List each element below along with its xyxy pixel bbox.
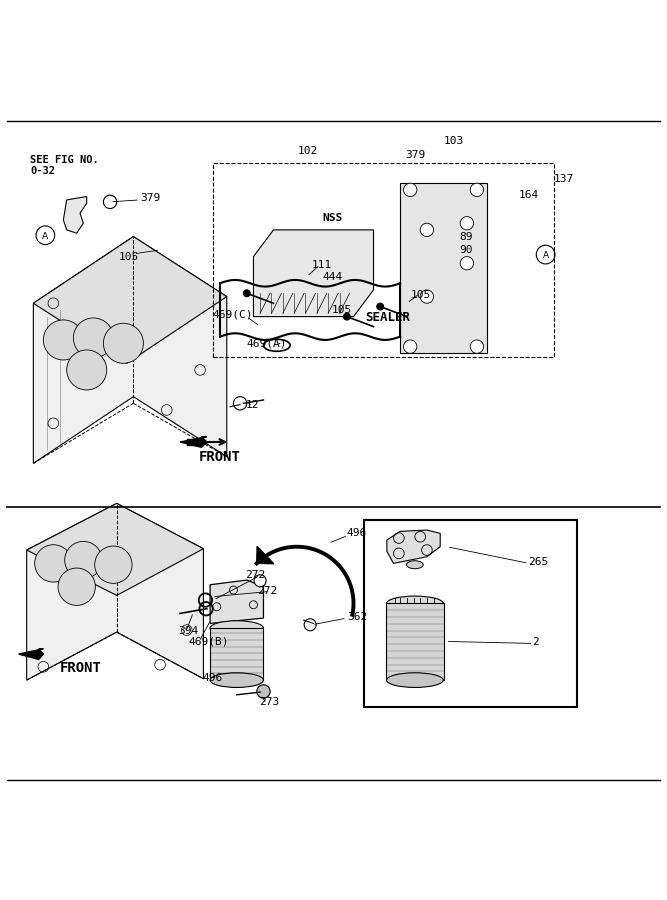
Text: 265: 265 xyxy=(528,557,548,567)
Circle shape xyxy=(304,619,316,631)
Polygon shape xyxy=(33,237,227,364)
Polygon shape xyxy=(210,580,263,624)
Text: 89: 89 xyxy=(459,231,472,241)
Text: SEALER: SEALER xyxy=(366,311,410,324)
Text: FRONT: FRONT xyxy=(199,450,241,464)
Text: NSS: NSS xyxy=(322,213,342,223)
Ellipse shape xyxy=(210,621,263,635)
Text: 379: 379 xyxy=(405,149,425,159)
Circle shape xyxy=(73,318,113,358)
Text: 469(B): 469(B) xyxy=(189,636,229,646)
Circle shape xyxy=(65,542,102,579)
Circle shape xyxy=(58,568,95,606)
Bar xyxy=(364,520,577,706)
Text: 105: 105 xyxy=(332,305,352,315)
Circle shape xyxy=(470,184,484,196)
Circle shape xyxy=(103,323,143,364)
Circle shape xyxy=(420,223,434,237)
Text: 379: 379 xyxy=(140,193,160,202)
Text: 164: 164 xyxy=(519,190,539,200)
Text: 496: 496 xyxy=(202,673,222,683)
Circle shape xyxy=(35,544,72,582)
Circle shape xyxy=(243,289,251,297)
Ellipse shape xyxy=(386,673,444,688)
Text: 111: 111 xyxy=(312,259,332,270)
Circle shape xyxy=(67,350,107,390)
Circle shape xyxy=(460,217,474,230)
Text: 272: 272 xyxy=(257,587,277,597)
Text: 102: 102 xyxy=(298,146,318,157)
Text: 469(C): 469(C) xyxy=(212,310,253,320)
Text: 137: 137 xyxy=(554,175,574,184)
Circle shape xyxy=(420,290,434,303)
Text: FRONT: FRONT xyxy=(60,661,102,675)
Text: A: A xyxy=(542,251,549,260)
Ellipse shape xyxy=(210,673,263,688)
Circle shape xyxy=(460,256,474,270)
Circle shape xyxy=(43,320,83,360)
Text: 362: 362 xyxy=(347,612,367,622)
Polygon shape xyxy=(180,436,207,447)
Circle shape xyxy=(95,546,132,583)
Text: 496: 496 xyxy=(347,528,367,538)
Polygon shape xyxy=(386,603,444,680)
Text: 105: 105 xyxy=(410,290,430,300)
Circle shape xyxy=(404,184,417,196)
Text: 444: 444 xyxy=(322,272,342,282)
Polygon shape xyxy=(400,184,487,354)
Circle shape xyxy=(257,685,270,698)
Circle shape xyxy=(254,575,266,587)
Circle shape xyxy=(470,340,484,354)
Ellipse shape xyxy=(407,561,423,569)
Polygon shape xyxy=(27,503,203,596)
Polygon shape xyxy=(257,546,273,563)
Text: 90: 90 xyxy=(459,245,472,255)
Text: SEE FIG NO.: SEE FIG NO. xyxy=(30,155,99,165)
Text: 469(A): 469(A) xyxy=(247,338,287,348)
Text: 105: 105 xyxy=(119,252,139,262)
Text: 273: 273 xyxy=(259,698,279,707)
Circle shape xyxy=(343,312,351,320)
Text: 2: 2 xyxy=(532,637,539,647)
Polygon shape xyxy=(387,530,440,563)
Polygon shape xyxy=(210,628,263,680)
Text: 394: 394 xyxy=(178,626,198,636)
Polygon shape xyxy=(19,649,43,660)
Circle shape xyxy=(404,340,417,354)
Text: 12: 12 xyxy=(245,400,259,410)
Text: 272: 272 xyxy=(245,570,265,580)
Polygon shape xyxy=(187,438,197,446)
Polygon shape xyxy=(253,230,374,317)
Ellipse shape xyxy=(386,596,444,611)
Text: A: A xyxy=(42,232,49,241)
Polygon shape xyxy=(27,503,203,680)
Text: 103: 103 xyxy=(444,136,464,146)
Circle shape xyxy=(376,302,384,310)
Polygon shape xyxy=(33,237,227,464)
Polygon shape xyxy=(63,196,87,233)
Text: 0-32: 0-32 xyxy=(30,166,55,176)
